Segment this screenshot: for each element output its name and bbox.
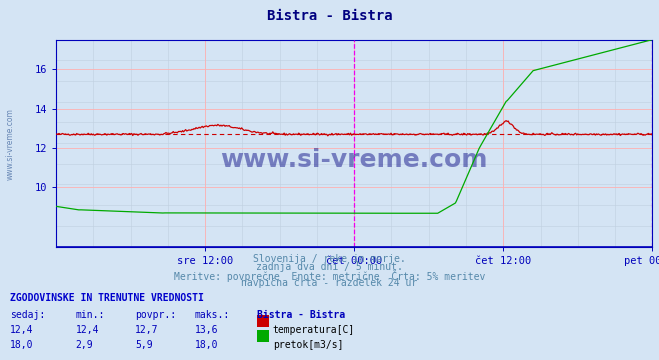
Text: Bistra - Bistra: Bistra - Bistra — [257, 310, 345, 320]
Text: 13,6: 13,6 — [194, 325, 218, 335]
Text: zadnja dva dni / 5 minut.: zadnja dva dni / 5 minut. — [256, 262, 403, 272]
Text: 12,7: 12,7 — [135, 325, 159, 335]
Text: navpična črta - razdelek 24 ur: navpična črta - razdelek 24 ur — [241, 278, 418, 288]
Text: www.si-vreme.com: www.si-vreme.com — [221, 148, 488, 172]
Text: 18,0: 18,0 — [194, 340, 218, 350]
Text: min.:: min.: — [76, 310, 105, 320]
Text: www.si-vreme.com: www.si-vreme.com — [5, 108, 14, 180]
Text: 18,0: 18,0 — [10, 340, 34, 350]
Text: ZGODOVINSKE IN TRENUTNE VREDNOSTI: ZGODOVINSKE IN TRENUTNE VREDNOSTI — [10, 293, 204, 303]
Text: Slovenija / reke in morje.: Slovenija / reke in morje. — [253, 254, 406, 264]
Text: Meritve: povprečne  Enote: metrične  Črta: 5% meritev: Meritve: povprečne Enote: metrične Črta:… — [174, 270, 485, 282]
Text: maks.:: maks.: — [194, 310, 229, 320]
Text: 12,4: 12,4 — [76, 325, 100, 335]
Text: 12,4: 12,4 — [10, 325, 34, 335]
Text: pretok[m3/s]: pretok[m3/s] — [273, 340, 343, 350]
Text: povpr.:: povpr.: — [135, 310, 176, 320]
Text: 2,9: 2,9 — [76, 340, 94, 350]
Text: sedaj:: sedaj: — [10, 310, 45, 320]
Text: temperatura[C]: temperatura[C] — [273, 325, 355, 335]
Text: 5,9: 5,9 — [135, 340, 153, 350]
Text: Bistra - Bistra: Bistra - Bistra — [267, 9, 392, 23]
